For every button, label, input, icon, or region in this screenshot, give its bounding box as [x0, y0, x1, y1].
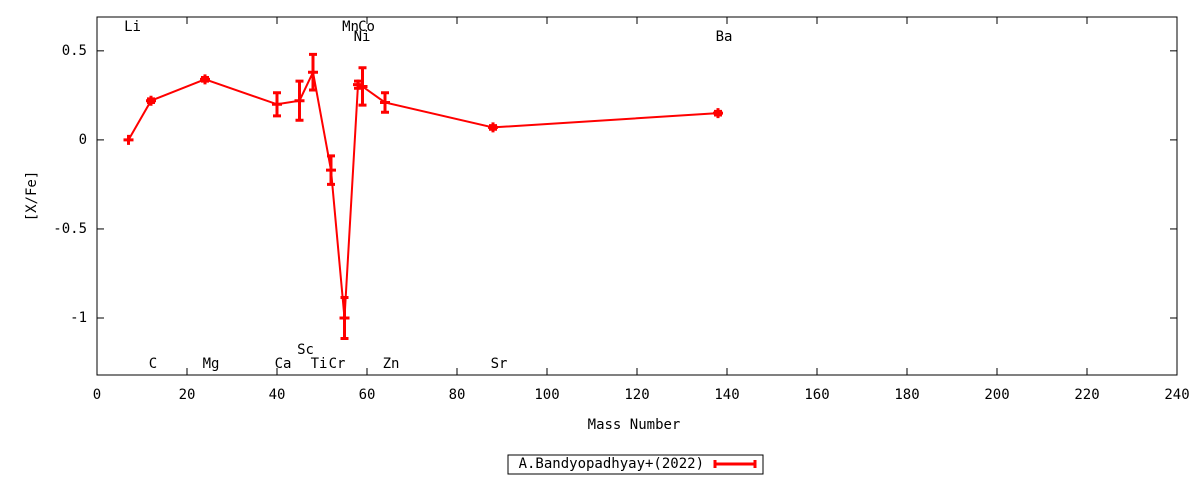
x-tick-label: 20 — [179, 387, 196, 403]
point — [488, 122, 498, 133]
point — [357, 81, 368, 92]
x-tick-label: 40 — [269, 387, 286, 403]
x-tick-label: 100 — [534, 387, 559, 403]
element-label: Ca — [275, 356, 292, 372]
x-tick-label: 220 — [1074, 387, 1099, 403]
point — [339, 313, 350, 324]
y-tick-label: 0.5 — [62, 43, 87, 59]
x-tick-label: 80 — [449, 387, 466, 403]
legend-sample — [713, 460, 757, 468]
y-axis-label: [X/Fe] — [24, 171, 40, 222]
x-tick-label: 0 — [93, 387, 101, 403]
element-label: Ni — [354, 29, 371, 45]
x-tick-label: 60 — [359, 387, 376, 403]
plot-frame — [96, 16, 1178, 376]
point — [294, 95, 305, 106]
x-tick-label: 120 — [624, 387, 649, 403]
y-tick-label: -0.5 — [53, 221, 87, 237]
point — [326, 165, 336, 176]
element-label: Cr — [329, 356, 346, 372]
element-label: Sc — [297, 342, 314, 358]
element-label: Li — [124, 19, 141, 35]
point — [200, 74, 210, 85]
point — [380, 97, 390, 108]
y-tick-label: -1 — [70, 310, 87, 326]
x-tick-label: 200 — [984, 387, 1009, 403]
x-tick-label: 160 — [804, 387, 829, 403]
element-label: Ti — [311, 356, 328, 372]
element-label: C — [149, 356, 157, 372]
element-label: Zn — [383, 356, 400, 372]
element-label: Ba — [716, 29, 733, 45]
series-line — [127, 68, 719, 319]
y-tick-label: 0 — [79, 132, 87, 148]
legend-box — [507, 454, 764, 475]
x-tick-label: 140 — [714, 387, 739, 403]
x-tick-label: 180 — [894, 387, 919, 403]
element-label: Mg — [203, 356, 220, 372]
x-axis-label: Mass Number — [588, 417, 681, 433]
point — [308, 67, 318, 78]
point — [713, 108, 723, 119]
point — [272, 99, 282, 110]
element-label: Sr — [491, 356, 508, 372]
point — [146, 95, 156, 106]
element-label: Co — [358, 19, 375, 35]
point — [123, 134, 134, 145]
element-label: Mn — [342, 19, 359, 35]
x-tick-label: 240 — [1164, 387, 1189, 403]
legend-label: A.Bandyopadhyay+(2022) — [519, 456, 704, 472]
